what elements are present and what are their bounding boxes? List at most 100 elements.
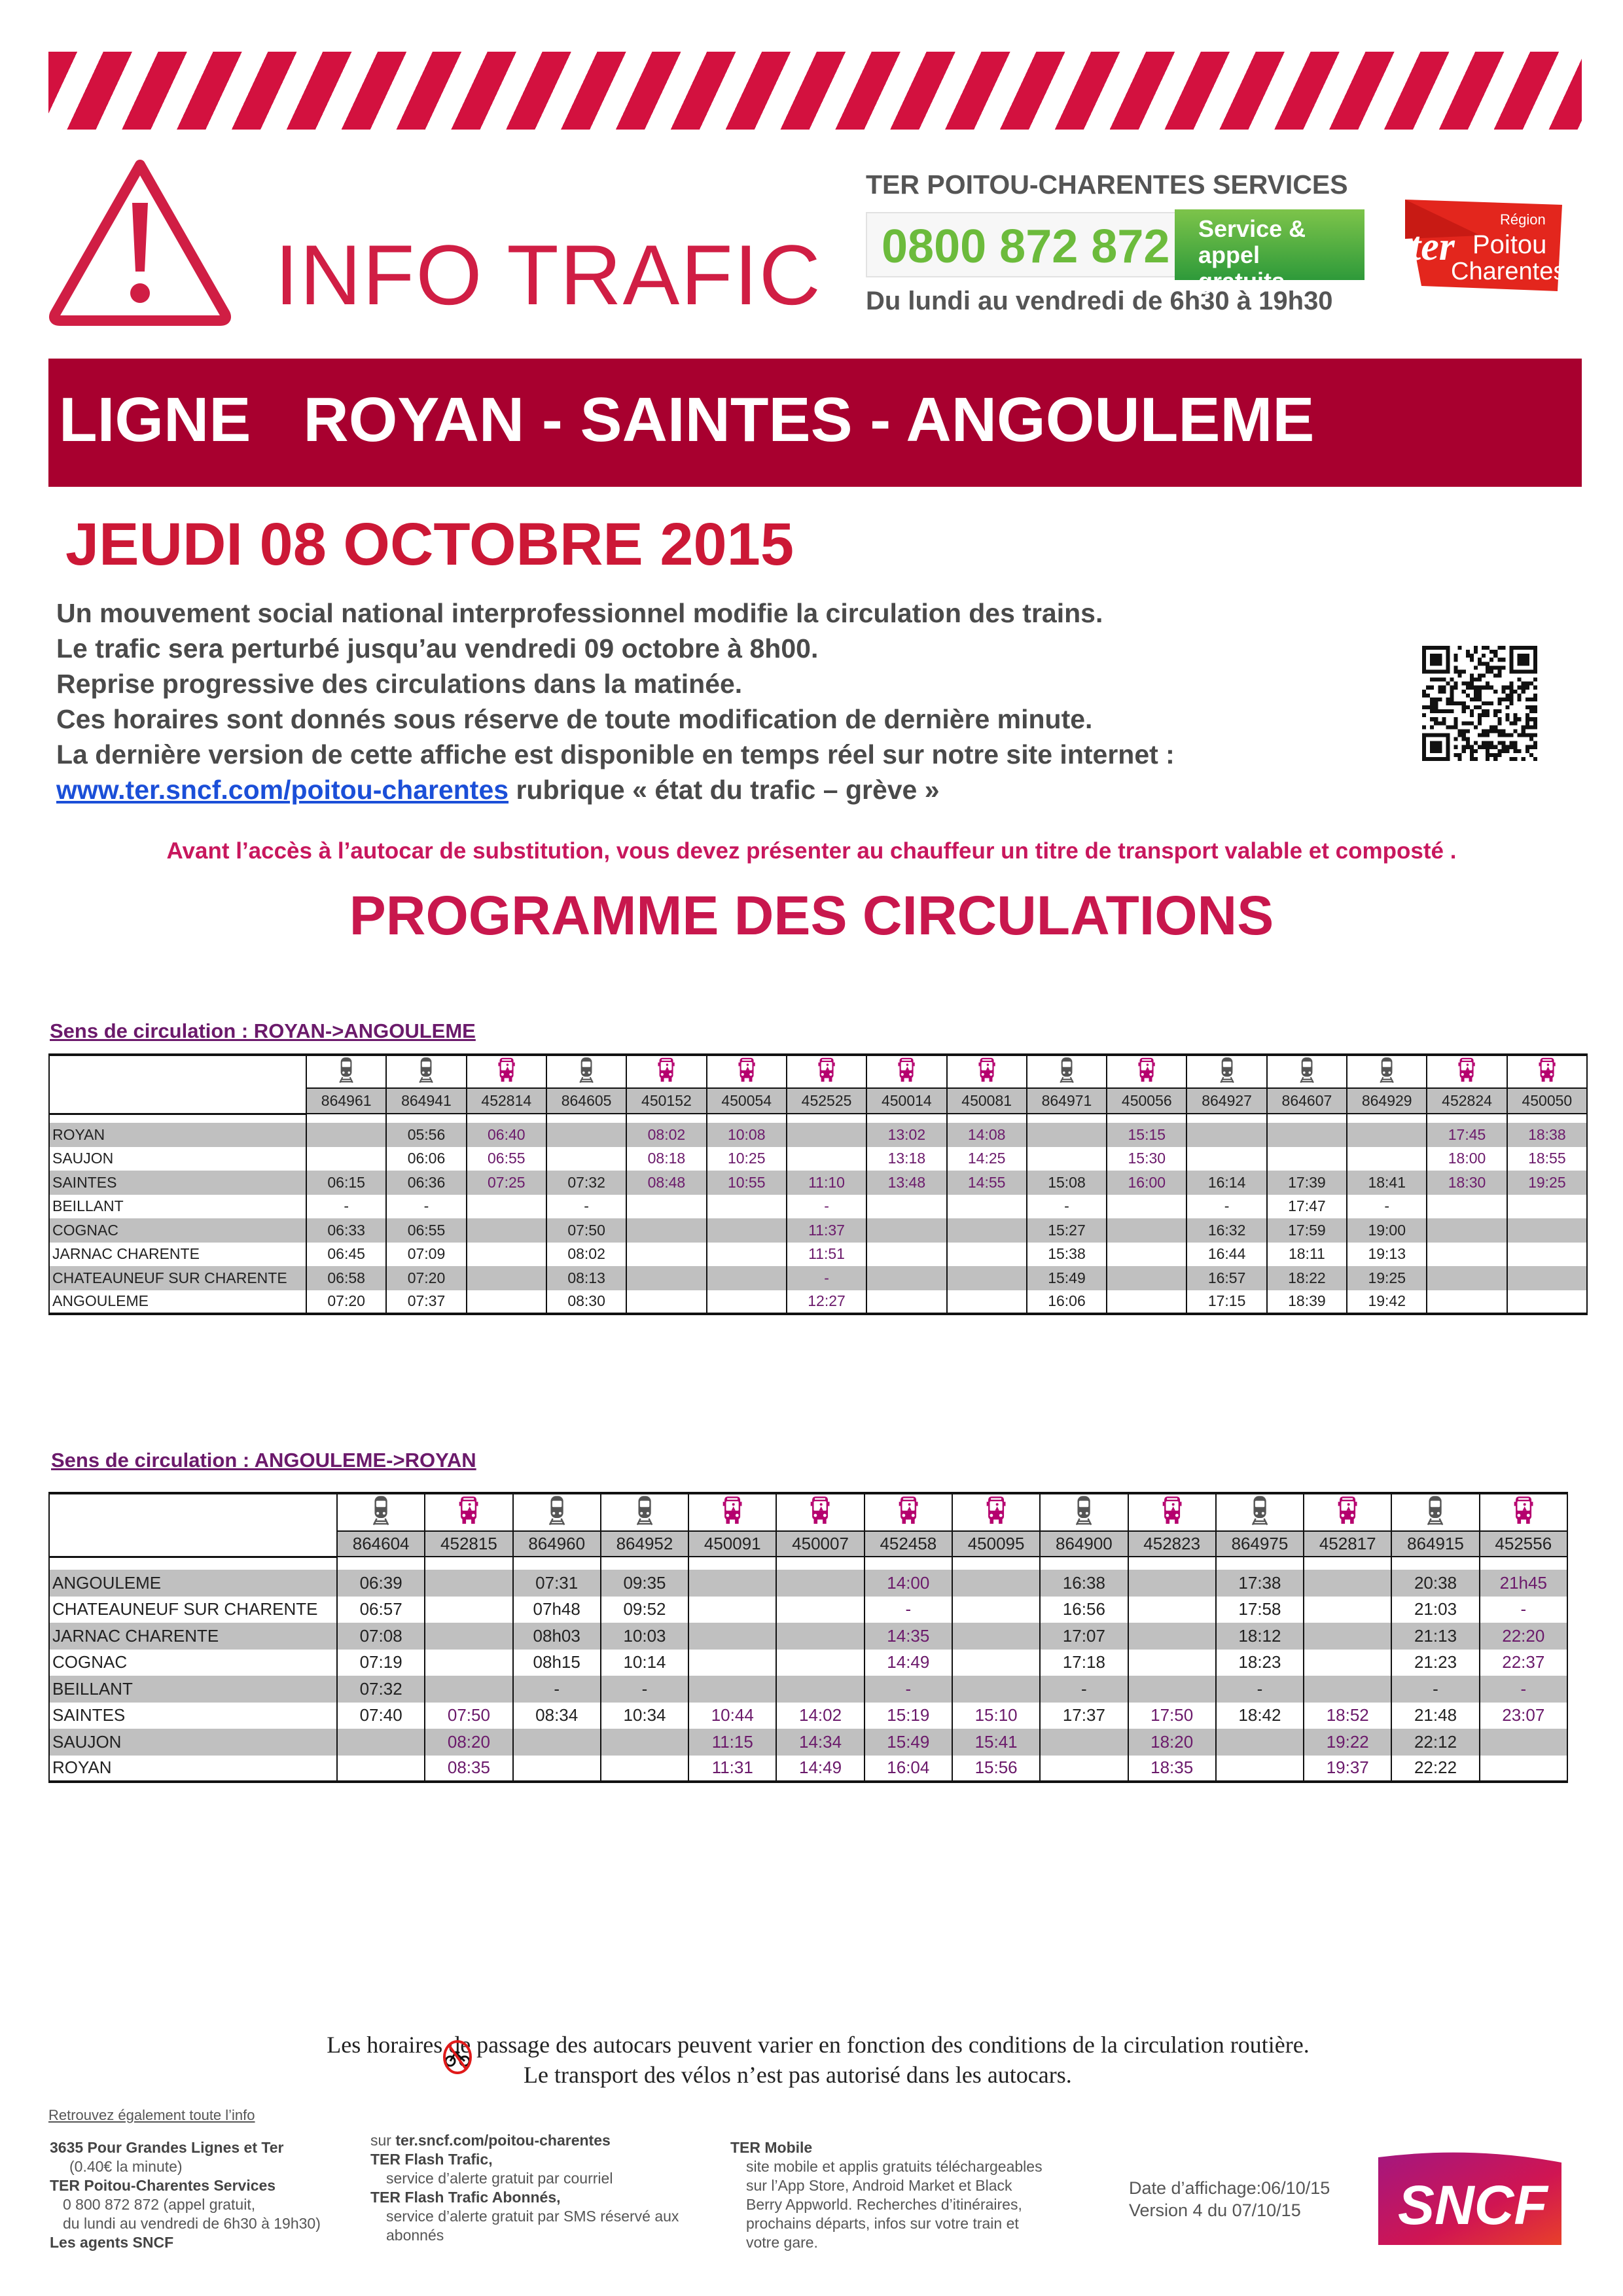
time-cell: 23:07 [1478,1702,1568,1729]
intro-line: Reprise progressive des circulations dan… [56,669,743,699]
time-cell: - [1215,1676,1305,1703]
time-cell: 17:47 [1266,1194,1348,1218]
time-cell [866,1266,948,1290]
time-cell: 08:48 [626,1171,707,1195]
time-cell: 06:06 [385,1146,467,1171]
time-cell: 08:34 [512,1702,601,1729]
station-name: ANGOULEME [48,1570,338,1597]
time-cell: 10:55 [705,1171,787,1195]
station-name: SAUJON [48,1146,307,1171]
free-call-badge: Service & appel gratuits [1175,209,1364,294]
website-link[interactable]: www.ter.sncf.com/poitou-charentes [56,775,509,805]
time-cell [1106,1290,1188,1315]
table-row: ANGOULEME 06:39 07:31 09:35 14:00 16:38 17:38 2… [48,1570,1568,1597]
table-row: CHATEAUNEUF SUR CHARENTE 06:58 07:20 08:13 -… [48,1266,1588,1290]
service-number: 864929 [1346,1087,1428,1114]
table-row: SAUJON 08:20 11:15 14:34 15:49 15:41 18:20 19:2… [48,1729,1568,1756]
time-cell [512,1755,601,1783]
time-cell: 22:37 [1478,1649,1568,1676]
time-cell: 06:58 [305,1266,387,1290]
mode-cell [1391,1492,1480,1531]
ter-services-block: TER POITOU-CHARENTES SERVICES 0800 872 8… [866,169,1364,316]
time-cell [951,1596,1041,1623]
time-cell: 18:11 [1266,1242,1348,1266]
mode-cell [951,1492,1041,1531]
logo-poitou: Poitou [1472,230,1546,259]
phone-number[interactable]: 0800 872 872 [882,221,1170,273]
footer-ter-mobile: TER Mobile [730,2139,813,2156]
time-cell [1426,1266,1508,1290]
service-number: 450014 [866,1087,948,1114]
time-cell: 17:15 [1186,1290,1268,1315]
station-name: COGNAC [48,1649,338,1676]
time-cell [1266,1146,1348,1171]
service-number: 452823 [1127,1530,1217,1557]
time-cell: 08:18 [626,1146,707,1171]
time-cell: 18:30 [1426,1171,1508,1195]
time-cell: 15:56 [951,1755,1041,1783]
time-cell: 14:49 [863,1649,953,1676]
time-cell: 14:55 [946,1171,1027,1195]
time-cell: 20:38 [1391,1570,1480,1597]
service-number: 864604 [336,1530,426,1557]
time-cell: 17:45 [1426,1123,1508,1147]
time-cell: 07:08 [336,1623,426,1650]
time-cell: 17:39 [1266,1171,1348,1195]
bus-icon [810,1494,830,1526]
time-cell [424,1676,514,1703]
timetable-royan-angouleme: 864961 864941 452814 864605 450152 450054 4525… [48,1053,1588,1315]
time-cell: 07:40 [336,1702,426,1729]
mode-cell [1215,1492,1305,1531]
time-cell: 10:08 [705,1123,787,1147]
timetable-angouleme-royan: 864604 452815 864960 864952 450091 450007 4524… [48,1492,1568,1783]
time-cell: 18:00 [1426,1146,1508,1171]
time-cell [866,1242,948,1266]
time-cell [1506,1290,1588,1315]
time-cell [1303,1596,1393,1623]
time-cell [1506,1266,1588,1290]
mode-cell [866,1053,948,1088]
mode-cell [1506,1053,1588,1088]
footer-flash-abonnes: TER Flash Trafic Abonnés, [370,2189,561,2206]
time-cell: 08h15 [512,1649,601,1676]
time-cell [866,1194,948,1218]
footer-site-link[interactable]: ter.sncf.com/poitou-charentes [395,2132,611,2149]
time-cell [1426,1290,1508,1315]
time-cell: 16:57 [1186,1266,1268,1290]
footer-flash-abonnes-desc2: abonnés [386,2227,444,2244]
time-cell: 16:38 [1039,1570,1129,1597]
time-cell: 15:41 [951,1729,1041,1756]
services-title: TER POITOU-CHARENTES SERVICES [866,169,1348,200]
time-cell [305,1123,387,1147]
time-cell [1478,1755,1568,1783]
time-cell [688,1623,777,1650]
time-cell: 19:42 [1346,1290,1428,1315]
time-cell [705,1266,787,1290]
time-cell: 13:18 [866,1146,948,1171]
time-cell: 21:48 [1391,1702,1480,1729]
time-cell [512,1729,601,1756]
time-cell [776,1676,865,1703]
info-trafic-title: INFO TRAFIC [275,227,822,323]
time-cell [1303,1570,1393,1597]
time-cell [599,1755,690,1783]
footer-flash-abonnes-desc: service d’alerte gratuit par SMS réservé… [386,2208,679,2225]
qr-code[interactable] [1421,646,1539,761]
time-cell: 07:37 [385,1290,467,1315]
footer-agents: Les agents SNCF [50,2234,174,2251]
sncf-logo-text: SNCF [1398,2174,1549,2236]
time-cell: - [599,1676,690,1703]
train-icon [417,1056,435,1084]
time-cell: - [385,1194,467,1218]
mode-cell [946,1053,1027,1088]
time-cell: 09:52 [599,1596,690,1623]
time-cell [1303,1623,1393,1650]
time-cell: 14:25 [946,1146,1027,1171]
time-cell: 14:08 [946,1123,1027,1147]
time-cell: 07:31 [512,1570,601,1597]
time-cell: 10:34 [599,1702,690,1729]
time-cell: 12:27 [785,1290,868,1315]
time-cell: 18:55 [1506,1146,1588,1171]
time-cell: 14:02 [776,1702,865,1729]
bus-icon [1457,1056,1476,1084]
